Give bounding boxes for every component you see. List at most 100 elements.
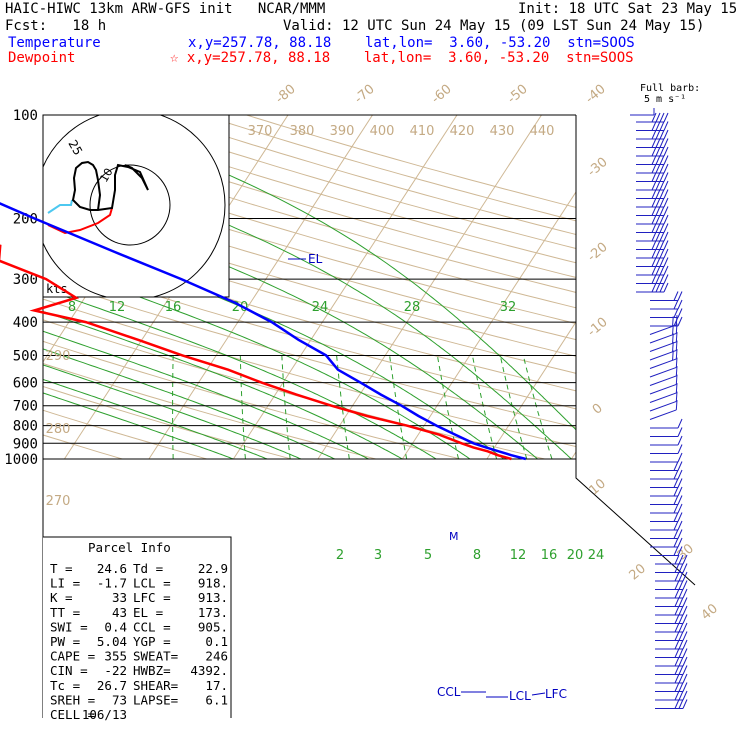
- barb-feather: [655, 189, 661, 199]
- barb-feather: [651, 214, 657, 225]
- wind-barb: [636, 248, 669, 259]
- legend-temperature-label: Temperature: [8, 35, 101, 51]
- barb-feather: [675, 323, 678, 334]
- moist-adiabat: [43, 115, 471, 460]
- frame-right: [575, 115, 696, 586]
- barb-feather: [651, 155, 657, 165]
- isotherm-label: -10: [585, 315, 611, 340]
- barb-feather: [655, 112, 661, 123]
- parcel-row-value: -22: [104, 663, 127, 678]
- dry-adiabat: [246, 115, 695, 460]
- barb-feather: [682, 690, 688, 701]
- parcel-row-label: CELL =: [50, 707, 95, 722]
- barb-feather: [663, 163, 669, 174]
- wind-barb: [636, 138, 669, 148]
- dry-adiabat: [43, 115, 695, 460]
- parcel-info-table: Parcel Info T = 24.6 Td = 22.9 LI = -1.7 LCL = 9…: [43, 536, 232, 722]
- barb-feather: [659, 197, 665, 208]
- barb-feather: [659, 265, 665, 276]
- wind-barb: [636, 206, 669, 216]
- wind-barb: [636, 189, 669, 199]
- barb-feather: [651, 112, 657, 123]
- barb-feather: [682, 699, 688, 709]
- moist-adiabat-label: 8: [68, 300, 76, 315]
- barb-feather: [655, 274, 661, 284]
- parcel-row-label: PW =: [50, 634, 80, 649]
- barb-feather: [677, 537, 683, 548]
- barb-feather: [655, 129, 661, 140]
- barb-feather: [651, 206, 657, 216]
- isotherm-label: 20: [627, 561, 649, 583]
- wind-barb: [655, 656, 688, 667]
- barb-feather: [673, 503, 679, 514]
- moist-adiabat: [43, 115, 268, 460]
- mixing-ratio-line: [522, 355, 553, 460]
- barb-feather: [675, 315, 678, 325]
- legend-dewpoint-label: Dewpoint: [8, 50, 76, 66]
- barb-feather: [678, 597, 684, 607]
- wind-barb: [655, 648, 688, 658]
- wind-barb: [649, 323, 678, 344]
- barb-feather: [682, 648, 688, 658]
- barb-feather: [663, 189, 669, 199]
- barb-feather: [672, 333, 674, 344]
- wind-barb: [636, 155, 669, 165]
- barb-feather: [672, 316, 674, 327]
- theta-label: 290: [46, 349, 71, 364]
- wind-barb: [655, 682, 688, 692]
- barb-feather: [651, 121, 657, 131]
- isotherm-label: -80: [273, 82, 299, 107]
- isotherm: [148, 115, 373, 460]
- barb-feather: [675, 357, 678, 368]
- theta-label: 410: [410, 124, 435, 139]
- wind-barb: [636, 231, 669, 242]
- parcel-row-value: 6.1: [205, 692, 228, 707]
- parcel-row-label: LI =: [50, 576, 80, 591]
- barb-feather: [674, 554, 680, 565]
- moist-adiabat-label: 12: [109, 300, 126, 315]
- barb-feather: [677, 520, 683, 531]
- barb-feather: [651, 248, 657, 259]
- wind-barb: [650, 418, 683, 429]
- barb-feather: [677, 478, 683, 488]
- parcel-row-value: 26.7: [97, 678, 127, 693]
- wind-barb: [650, 520, 683, 531]
- barb-feather: [674, 690, 680, 701]
- barb-feather: [659, 121, 665, 131]
- barb-feather: [655, 265, 661, 276]
- barb-feather: [677, 316, 683, 327]
- parcel-row-value: 918.: [198, 576, 228, 591]
- wind-barb: [649, 374, 678, 395]
- wind-barb: [636, 121, 669, 131]
- barb-feather: [659, 274, 665, 284]
- barb-feather: [674, 597, 680, 607]
- barb-feather: [675, 366, 678, 376]
- barb-feather: [673, 478, 679, 488]
- wind-barb: [650, 427, 683, 437]
- barb-feather: [651, 146, 657, 157]
- wind-barb: [636, 146, 669, 157]
- wind-barb: [636, 172, 669, 182]
- barb-feather: [674, 631, 680, 641]
- dry-adiabat: [43, 115, 461, 460]
- barb-feather: [674, 580, 680, 590]
- header-line1-left: HAIC-HIWC 13km ARW-GFS init NCAR/MMM: [5, 1, 326, 17]
- barb-feather: [675, 340, 678, 351]
- pressure-tick-label: 200: [13, 212, 38, 228]
- barb-feather: [682, 588, 688, 599]
- wind-barb: [649, 349, 678, 369]
- barb-feather: [651, 265, 657, 276]
- moist-adiabat-label: 24: [312, 300, 329, 315]
- hodograph-background: [43, 115, 229, 297]
- barb-feather: [678, 605, 684, 616]
- mixing-ratio-label: 8: [473, 548, 481, 563]
- theta-label: 380: [290, 124, 315, 139]
- ccl-label: CCL: [437, 685, 461, 699]
- barb-shaft: [649, 400, 677, 412]
- barb-feather: [663, 274, 669, 284]
- barb-feather: [655, 257, 661, 267]
- barb-feather: [673, 520, 679, 531]
- barb-feather: [678, 690, 684, 701]
- parcel-row-label: SHEAR=: [133, 678, 178, 693]
- barb-feather: [655, 282, 661, 293]
